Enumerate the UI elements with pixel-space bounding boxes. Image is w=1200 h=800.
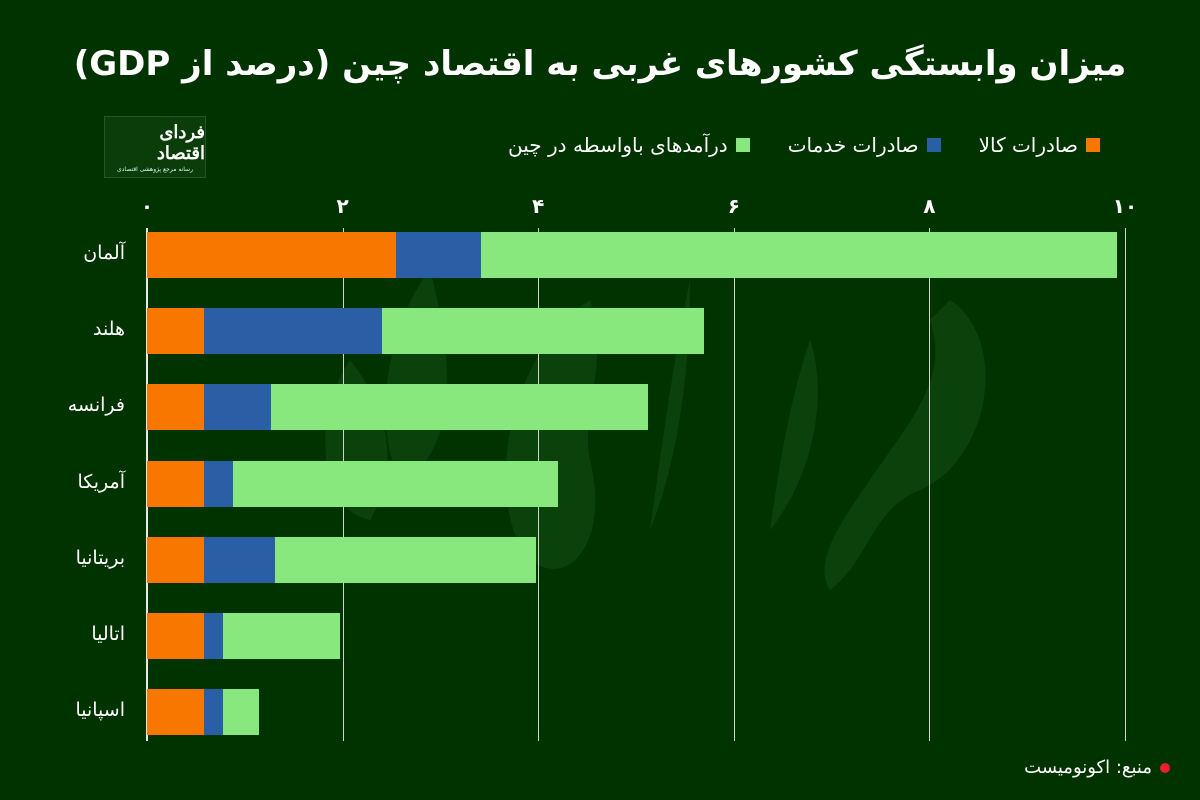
- legend-item-goods: صادرات کالا: [979, 133, 1100, 157]
- legend-item-income: درآمدهای باواسطه در چین: [508, 133, 750, 157]
- bar-segment-services: [203, 384, 272, 431]
- bar-segment-services: [396, 232, 482, 278]
- category-label: اسپانیا: [75, 699, 125, 722]
- gridline: [929, 228, 931, 741]
- legend-swatch-income: [735, 138, 750, 152]
- legend-label: صادرات کالا: [978, 133, 1078, 157]
- bar-segment-income: [381, 308, 705, 355]
- legend-swatch-goods: [1086, 138, 1100, 152]
- gridline: [733, 228, 735, 741]
- bar-segment-goods: [147, 308, 204, 355]
- legend-item-services: صادرات خدمات: [788, 133, 941, 157]
- bar-segment-goods: [147, 536, 204, 583]
- category-label: اتالیا: [91, 623, 125, 645]
- bar-segment-goods: [147, 460, 204, 507]
- source-text: منبع: اکونومیست: [1024, 757, 1152, 778]
- category-label: فرانسه: [67, 394, 125, 417]
- legend-label: صادرات خدمات: [787, 133, 919, 157]
- bar-segment-income: [223, 613, 340, 659]
- x-tick-label: ۸: [923, 194, 936, 218]
- bar-row: اسپانیا: [0, 689, 1200, 736]
- x-tick-label: ۲: [336, 194, 349, 218]
- legend-swatch-services: [926, 138, 941, 152]
- bar-segment-income: [233, 460, 558, 507]
- category-label: بریتانیا: [75, 546, 125, 569]
- chart-title: میزان وابستگی کشورهای غربی به اقتصاد چین…: [73, 44, 1127, 84]
- bullet-dot-icon: [1160, 762, 1170, 773]
- bar-segment-services: [203, 689, 224, 736]
- category-label: آمریکا: [77, 470, 125, 493]
- bar-row: فرانسه: [0, 384, 1200, 431]
- source-note: منبع: اکونومیست: [1024, 757, 1170, 778]
- brand-logo: فردای اقتصاد رسانه مرجع پژوهشی اقتصادی: [104, 116, 206, 178]
- bar-segment-goods: [147, 613, 204, 659]
- bar-segment-services: [203, 308, 382, 355]
- bar-segment-income: [223, 689, 260, 736]
- bar-row: آلمان: [0, 232, 1200, 278]
- gridline: [1125, 228, 1126, 741]
- bar-segment-goods: [147, 384, 204, 431]
- x-tick-label: ۰: [140, 194, 154, 218]
- bar-segment-services: [203, 460, 234, 507]
- bar-row: آمریکا: [0, 460, 1200, 507]
- bar-segment-services: [203, 536, 276, 583]
- x-tick-label: ۱۰: [1112, 194, 1138, 218]
- bar-segment-services: [203, 613, 224, 659]
- legend-label: درآمدهای باواسطه در چین: [508, 133, 728, 157]
- x-tick-label: ۴: [532, 194, 545, 218]
- bar-row: اتالیا: [0, 613, 1200, 659]
- bar-segment-income: [275, 536, 537, 583]
- bar-segment-income: [481, 232, 1118, 278]
- bar-row: بریتانیا: [0, 536, 1200, 583]
- x-tick-label: ۶: [727, 194, 740, 218]
- category-label: آلمان: [83, 242, 125, 264]
- logo-tagline: رسانه مرجع پژوهشی اقتصادی: [117, 165, 193, 173]
- bar-segment-income: [271, 384, 648, 431]
- bar-segment-goods: [147, 689, 204, 736]
- logo-name: فردای اقتصاد: [156, 121, 205, 164]
- category-label: هلند: [92, 318, 125, 341]
- bar-row: هلند: [0, 308, 1200, 355]
- chart-legend: صادرات کالا صادرات خدمات درآمدهای باواسط…: [508, 133, 1100, 157]
- bar-segment-goods: [147, 232, 397, 278]
